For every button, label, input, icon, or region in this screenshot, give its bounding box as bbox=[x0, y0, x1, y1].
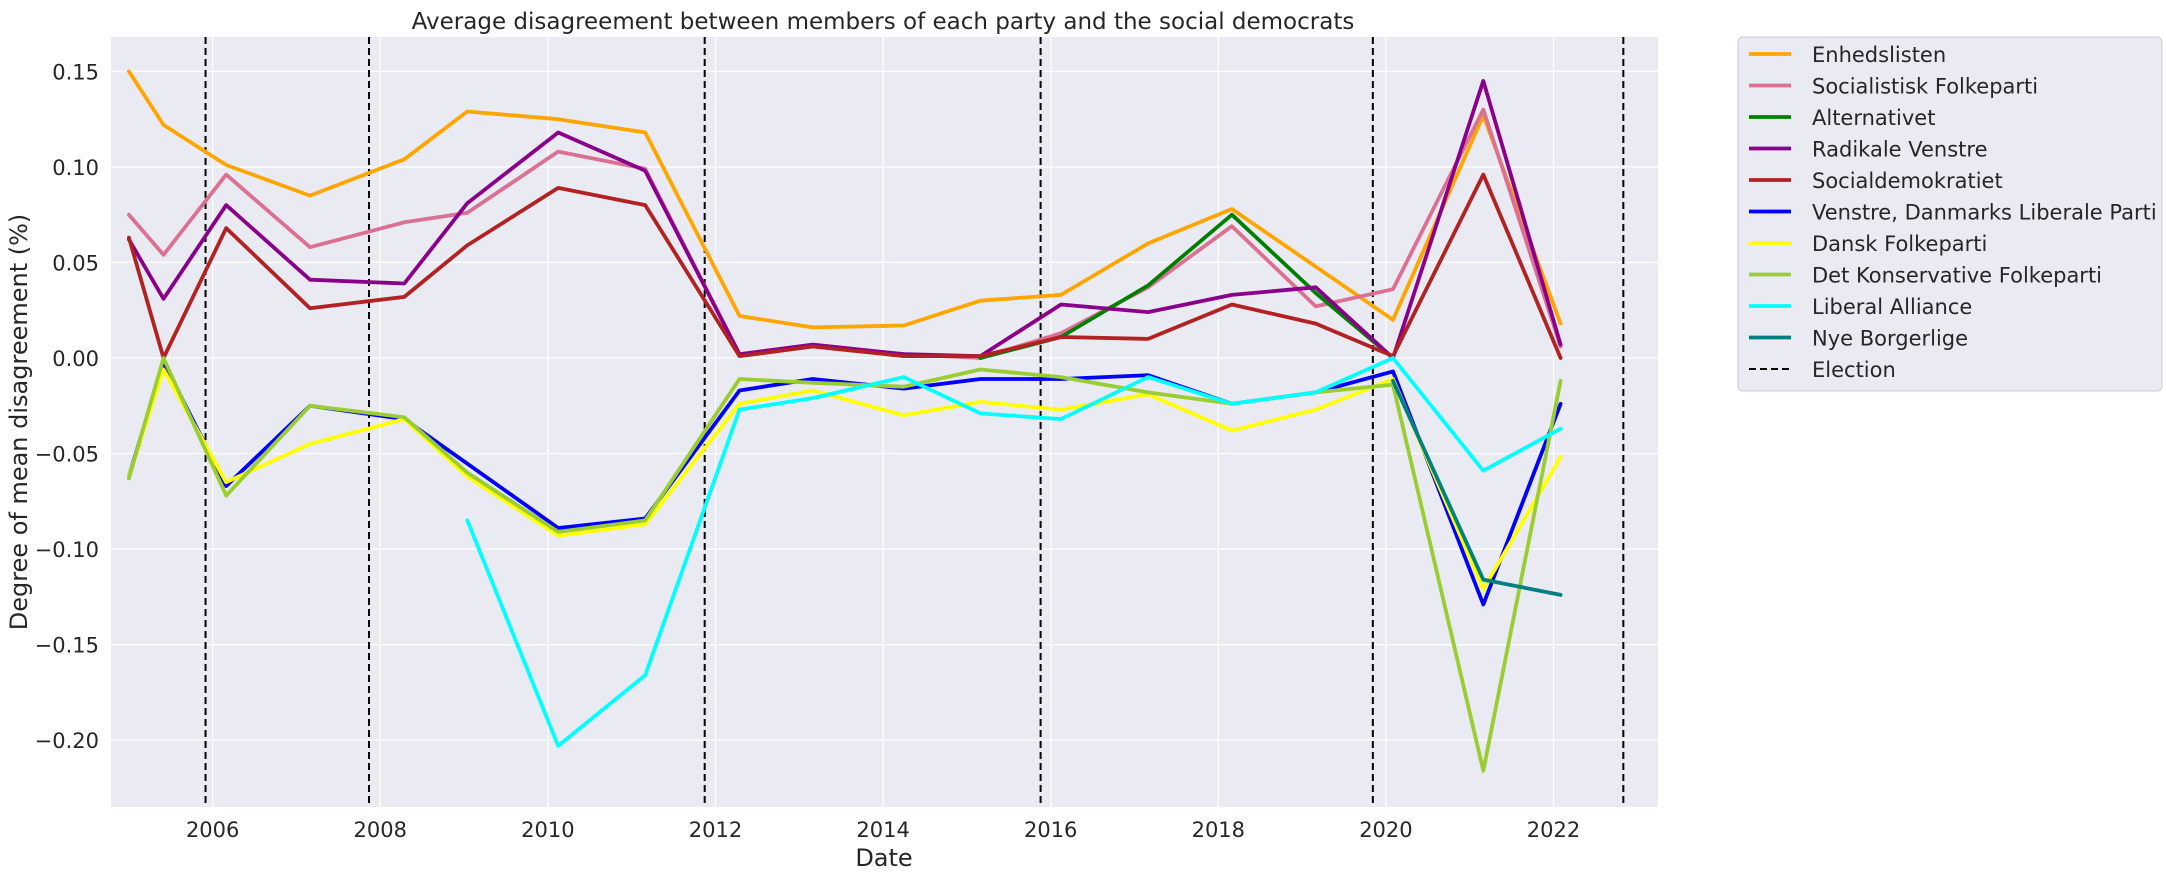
y-tick-label: 0.15 bbox=[52, 60, 99, 84]
y-axis-label: Degree of mean disagreement (%) bbox=[5, 214, 33, 631]
legend-label: Det Konservative Folkeparti bbox=[1812, 264, 2102, 288]
series-line-liberal-alliance bbox=[465, 356, 1563, 748]
legend-label: Nye Borgerlige bbox=[1812, 327, 1968, 351]
y-tick-label: −0.15 bbox=[35, 634, 99, 658]
x-axis-label: Date bbox=[855, 844, 912, 872]
legend-items: Enhedslisten Socialistisk Folkeparti Alter… bbox=[1749, 43, 2157, 382]
legend-frame bbox=[1737, 36, 2163, 392]
y-tick-label: 0.10 bbox=[52, 156, 99, 180]
y-tick-label: −0.05 bbox=[35, 443, 99, 467]
legend-label: Dansk Folkeparti bbox=[1812, 232, 1987, 256]
legend-label: Radikale Venstre bbox=[1812, 138, 1988, 162]
plot-area bbox=[111, 37, 1658, 807]
y-tick-label: 0.00 bbox=[52, 347, 99, 371]
legend-label: Socialdemokratiet bbox=[1812, 169, 2003, 193]
series-line-socialdemokratiet bbox=[126, 172, 1563, 360]
x-tick-label: 2006 bbox=[186, 818, 239, 842]
x-tick-label: 2012 bbox=[689, 818, 742, 842]
y-tick-label: −0.10 bbox=[35, 538, 99, 562]
y-tick-label: −0.20 bbox=[35, 729, 99, 753]
x-tick-label: 2020 bbox=[1359, 818, 1412, 842]
x-tick-label: 2008 bbox=[354, 818, 407, 842]
y-axis-ticks: 0.15 0.10 0.05 0.00 −0.05 −0.10 −0.15 −0.20 bbox=[35, 60, 99, 753]
legend-label: Enhedslisten bbox=[1812, 43, 1946, 67]
chart-title: Average disagreement between members of … bbox=[412, 9, 1355, 35]
series-line-nye-borgerlige bbox=[1391, 378, 1563, 597]
election-lines bbox=[204, 37, 1625, 807]
y-tick-label: 0.05 bbox=[52, 251, 99, 275]
legend-label: Socialistisk Folkeparti bbox=[1812, 75, 2038, 99]
legend-label: Liberal Alliance bbox=[1812, 295, 1972, 319]
series-lines bbox=[126, 69, 1563, 773]
x-tick-label: 2014 bbox=[856, 818, 909, 842]
legend-label: Alternativet bbox=[1812, 106, 1935, 130]
series-line-radikale-venstre bbox=[126, 79, 1563, 360]
legend-label: Venstre, Danmarks Liberale Parti bbox=[1812, 201, 2157, 225]
x-tick-label: 2018 bbox=[1192, 818, 1245, 842]
x-tick-label: 2010 bbox=[521, 818, 574, 842]
series-line-dansk-folkeparti bbox=[126, 367, 1563, 592]
series-line-enhedslisten bbox=[126, 69, 1563, 330]
legend-label: Election bbox=[1812, 358, 1896, 382]
legend: Enhedslisten Socialistisk Folkeparti Alter… bbox=[1737, 36, 2163, 392]
x-tick-label: 2016 bbox=[1024, 818, 1077, 842]
x-axis-ticks: 2006 2008 2010 2012 2014 2016 2018 2020 2022 bbox=[186, 818, 1580, 842]
x-tick-label: 2022 bbox=[1527, 818, 1580, 842]
